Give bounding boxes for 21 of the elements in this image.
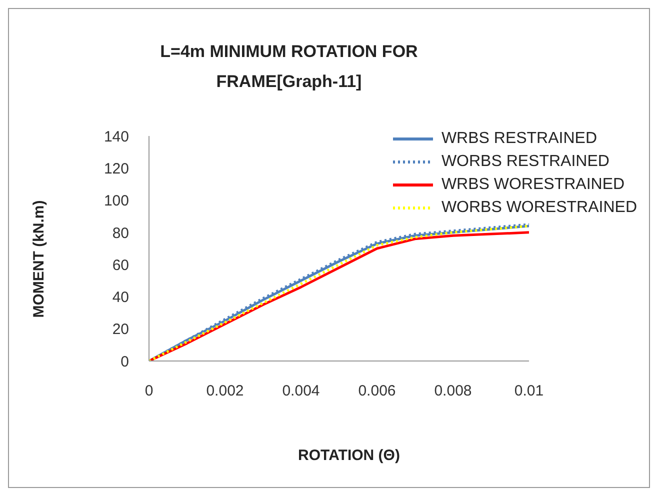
legend-label: WRBS RESTRAINED <box>441 130 598 148</box>
x-tick-label: 0 <box>144 382 154 400</box>
y-tick-label: 100 <box>104 192 129 210</box>
legend-label: WORBS WORESTRAINED <box>441 198 637 216</box>
y-axis-title: MOMENT (kN.m) <box>30 200 48 318</box>
y-tick-label: 140 <box>104 128 129 146</box>
x-tick-label: 0.004 <box>282 382 320 400</box>
y-tick-label: 60 <box>112 256 129 274</box>
legend-label: WRBS WORESTRAINED <box>441 176 625 194</box>
chart-title: L=4m MINIMUM ROTATION FOR FRAME[Graph-11] <box>159 41 419 93</box>
y-tick-label: 0 <box>120 353 129 370</box>
y-tick-label: 80 <box>112 224 129 242</box>
x-tick-label: 0.006 <box>358 382 396 400</box>
x-tick-label: 0.01 <box>514 382 544 400</box>
x-tick-label: 0.008 <box>434 382 472 400</box>
x-tick-label: 0.002 <box>206 382 244 400</box>
x-axis-title: ROTATION (Θ) <box>297 447 401 464</box>
y-tick-label: 20 <box>112 321 129 338</box>
y-tick-label: 40 <box>112 289 129 306</box>
legend-label: WORBS RESTRAINED <box>441 152 610 170</box>
y-tick-label: 120 <box>104 160 129 178</box>
